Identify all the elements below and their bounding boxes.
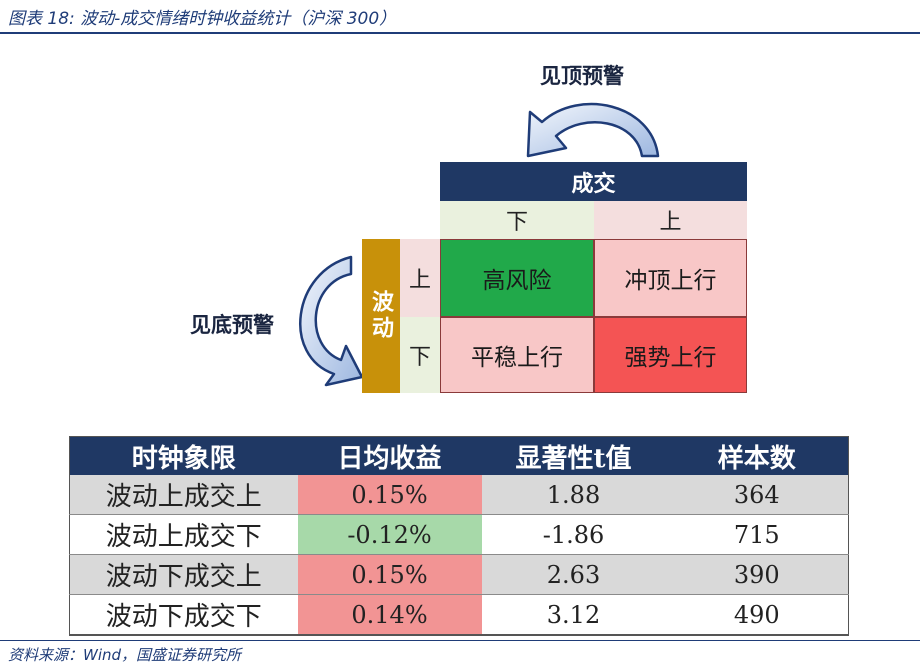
daily-return-cell: 0.14% <box>297 594 482 636</box>
bottom-warning-label: 见底预警 <box>190 313 274 337</box>
top-warning-label: 见顶预警 <box>540 64 624 88</box>
table-row: 波动下成交下 0.14% 3.12 490 <box>69 594 849 636</box>
source-note: 资料来源：Wind，国盛证券研究所 <box>8 646 242 664</box>
volume-high-header: 上 <box>594 201 747 239</box>
daily-return-cell: 0.15% <box>297 475 482 515</box>
quadrant-topping-up: 冲顶上行 <box>594 239 747 317</box>
title-divider <box>0 32 920 34</box>
volatility-high-header: 上 <box>400 239 440 317</box>
volume-axis-header: 成交 <box>440 162 747 201</box>
volume-low-header: 下 <box>440 201 594 239</box>
daily-return-cell: -0.12% <box>297 514 482 555</box>
samples-cell: 364 <box>665 475 849 515</box>
quadrant-strong-up: 强势上行 <box>594 317 747 393</box>
stats-table: 时钟象限 日均收益 显著性t值 样本数 波动上成交上 0.15% 1.88 36… <box>69 436 849 636</box>
t-value-cell: 3.12 <box>481 594 666 636</box>
top-arrow-icon <box>526 102 660 158</box>
quadrant-high-risk: 高风险 <box>440 239 594 317</box>
t-value-cell: -1.86 <box>481 514 666 555</box>
chart-title: 图表 18: 波动-成交情绪时钟收益统计（沪深 300） <box>8 9 397 29</box>
quadrant-cell: 波动上成交下 <box>69 514 298 555</box>
table-row: 波动上成交上 0.15% 1.88 364 <box>69 475 849 515</box>
samples-cell: 715 <box>665 514 849 555</box>
daily-return-cell: 0.15% <box>297 554 482 595</box>
column-header-samples: 样本数 <box>665 436 849 475</box>
volatility-axis-header: 波动 <box>362 239 400 393</box>
quadrant-cell: 波动上成交上 <box>69 475 298 515</box>
footer-divider <box>0 640 920 641</box>
column-header-quadrant: 时钟象限 <box>69 436 298 475</box>
quadrant-steady-up: 平稳上行 <box>440 317 594 393</box>
quadrant-cell: 波动下成交上 <box>69 554 298 595</box>
table-row: 波动下成交上 0.15% 2.63 390 <box>69 554 849 595</box>
samples-cell: 390 <box>665 554 849 595</box>
column-header-daily-return: 日均收益 <box>297 436 482 475</box>
quadrant-cell: 波动下成交下 <box>69 594 298 636</box>
t-value-cell: 1.88 <box>481 475 666 515</box>
t-value-cell: 2.63 <box>481 554 666 595</box>
left-arrow-icon <box>299 255 364 387</box>
column-header-t-value: 显著性t值 <box>481 436 666 475</box>
samples-cell: 490 <box>665 594 849 636</box>
table-row: 波动上成交下 -0.12% -1.86 715 <box>69 514 849 555</box>
volatility-low-header: 下 <box>400 317 440 393</box>
table-header-row: 时钟象限 日均收益 显著性t值 样本数 <box>69 436 849 475</box>
